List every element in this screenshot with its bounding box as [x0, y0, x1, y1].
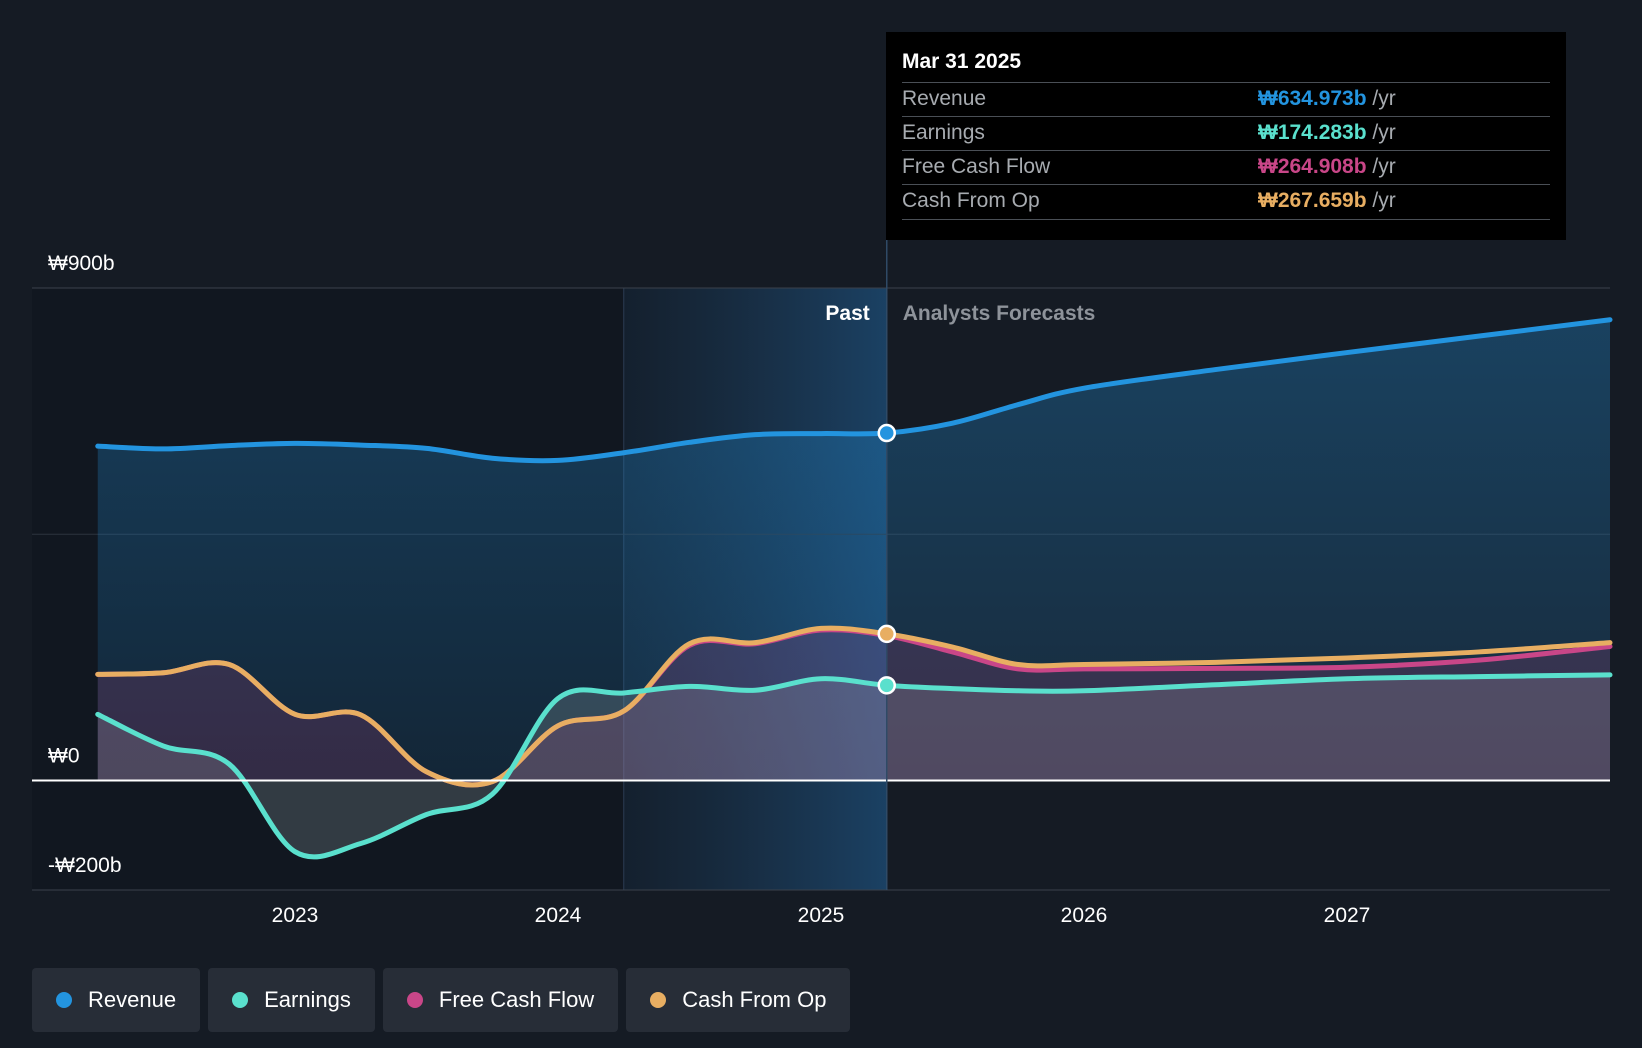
legend-item-free-cash-flow[interactable]: Free Cash Flow — [382, 968, 619, 1032]
area-revenue — [97, 319, 1610, 781]
line-cash-from-op — [95, 625, 1613, 788]
past-label: Past — [825, 302, 869, 325]
legend-dot-icon — [232, 992, 249, 1008]
tooltip-value: ₩264.908b /yr — [1258, 155, 1396, 178]
x-tick-label: 2026 — [1061, 904, 1108, 927]
tooltip-label: Free Cash Flow — [902, 155, 1051, 178]
legend-dot-icon — [56, 992, 72, 1008]
line-earnings — [95, 672, 1613, 860]
tooltip-value: ₩174.283b /yr — [1258, 121, 1396, 144]
x-tick-label: 2025 — [798, 904, 845, 927]
x-tick-label: 2027 — [1324, 904, 1371, 927]
tooltip-label: Revenue — [902, 87, 987, 110]
marker-cash-from-op — [877, 624, 896, 644]
legend-label: Earnings — [264, 987, 351, 1012]
legend-dot-icon — [406, 992, 423, 1008]
tooltip-value: ₩634.973b /yr — [1258, 87, 1396, 110]
tooltip-value: ₩267.659b /yr — [1258, 189, 1396, 212]
legend-item-cash-from-op[interactable]: Cash From Op — [626, 968, 851, 1032]
line-revenue — [95, 317, 1613, 464]
tooltip: Mar 31 2025 Revenue ₩634.973b /yr Earnin… — [886, 32, 1566, 240]
tooltip-row-revenue: Revenue ₩634.973b /yr — [902, 82, 1550, 117]
legend-dot-icon — [650, 992, 667, 1008]
tooltip-row-cash-from-op: Cash From Op ₩267.659b /yr — [902, 184, 1550, 220]
x-tick-label: 2023 — [272, 904, 319, 927]
area-earnings — [97, 674, 1610, 857]
legend-label: Free Cash Flow — [438, 987, 595, 1012]
y-tick-label: -₩200b — [48, 854, 122, 877]
tooltip-date: Mar 31 2025 — [902, 50, 1022, 73]
legend-item-revenue[interactable]: Revenue — [32, 968, 201, 1032]
legend-label: Revenue — [88, 987, 177, 1012]
marker-revenue — [877, 423, 896, 443]
x-tick-label: 2024 — [535, 904, 582, 927]
y-tick-label: ₩900b — [48, 252, 115, 275]
legend-item-earnings[interactable]: Earnings — [208, 968, 375, 1032]
tooltip-row-earnings: Earnings ₩174.283b /yr — [902, 116, 1550, 151]
forecast-label: Analysts Forecasts — [903, 302, 1096, 325]
tooltip-label: Earnings — [902, 121, 985, 144]
y-tick-label: ₩0 — [48, 745, 80, 768]
marker-earnings — [877, 676, 896, 695]
tooltip-label: Cash From Op — [902, 189, 1040, 212]
tooltip-row-free-cash-flow: Free Cash Flow ₩264.908b /yr — [902, 150, 1550, 185]
legend-label: Cash From Op — [682, 987, 827, 1012]
legend: Revenue Earnings Free Cash Flow Cash Fro… — [32, 968, 851, 1032]
